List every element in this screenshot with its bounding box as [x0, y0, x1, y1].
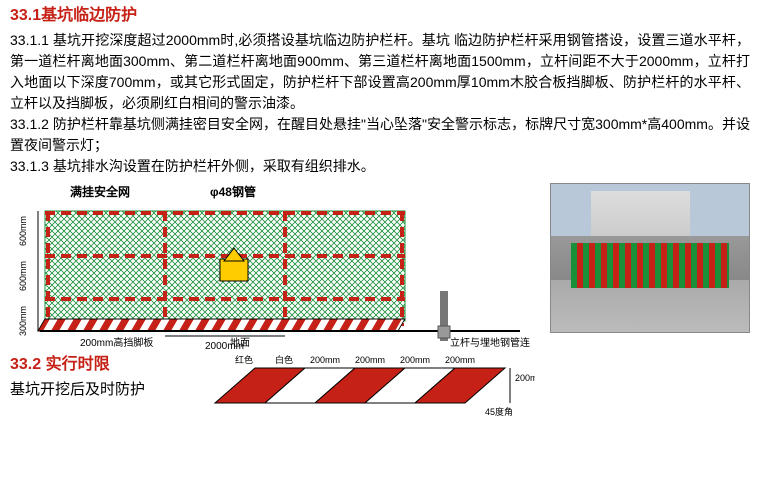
svg-text:600mm: 600mm	[18, 216, 28, 246]
svg-text:立杆与埋地钢管连接: 立杆与埋地钢管连接	[450, 336, 530, 349]
svg-text:600mm: 600mm	[18, 261, 28, 291]
section-33-1-title: 33.1基坑临边防护	[10, 4, 750, 28]
svg-text:200mm: 200mm	[400, 355, 430, 365]
svg-text:红色: 红色	[235, 354, 253, 365]
svg-text:200mm: 200mm	[445, 355, 475, 365]
site-photo	[550, 183, 750, 351]
svg-text:200mm高挡脚板: 200mm高挡脚板	[80, 336, 153, 349]
fence-diagram: 满挂安全网 φ48钢管 600mm 600mm 300mm	[10, 183, 544, 351]
section-33-2-title: 33.2 实行时限	[10, 353, 145, 377]
label-net: 满挂安全网	[70, 183, 130, 201]
svg-text:白色: 白色	[275, 354, 293, 365]
svg-text:200mm: 200mm	[515, 373, 535, 383]
para-33-1-3: 33.1.3 基坑排水沟设置在防护栏杆外侧，采取有组织排水。	[10, 156, 750, 177]
para-33-1-2: 33.1.2 防护栏杆靠基坑侧满挂密目安全网，在醒目处悬挂"当心坠落"安全警示标…	[10, 114, 750, 156]
section-33-2-text: 基坑开挖后及时防护	[10, 379, 145, 402]
svg-text:300mm: 300mm	[18, 306, 28, 336]
svg-text:45度角: 45度角	[485, 406, 513, 417]
svg-text:200mm: 200mm	[355, 355, 385, 365]
para-33-1-1: 33.1.1 基坑开挖深度超过2000mm时,必须搭设基坑临边防护栏杆。基坑 临…	[10, 30, 750, 114]
svg-text:2000mm: 2000mm	[205, 341, 244, 351]
svg-text:200mm: 200mm	[310, 355, 340, 365]
stripe-diagram: 红色 白色 200mm 200mm 200mm 200mm 200mm 45度角	[155, 353, 535, 423]
label-pipe: φ48钢管	[210, 183, 256, 201]
